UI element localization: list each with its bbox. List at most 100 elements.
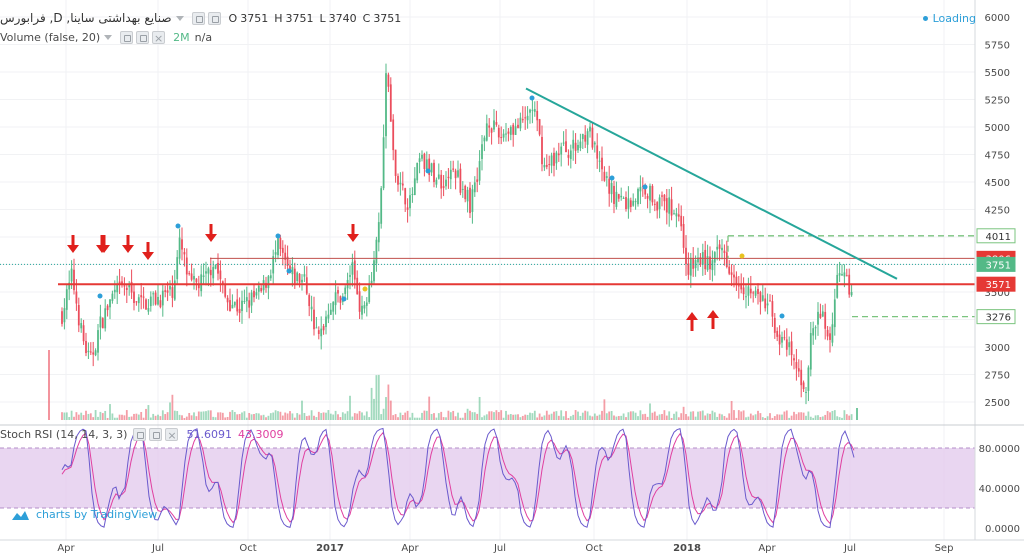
candle-body[interactable] xyxy=(269,275,272,279)
candle-body[interactable] xyxy=(493,120,495,130)
candle-body[interactable] xyxy=(305,277,308,294)
descending-trend-line[interactable] xyxy=(525,87,898,280)
candle-body[interactable] xyxy=(351,262,354,275)
candle-body[interactable] xyxy=(718,244,721,249)
candle-body[interactable] xyxy=(754,290,757,296)
candle-body[interactable] xyxy=(411,193,414,196)
down-arrow-icon[interactable] xyxy=(122,235,134,253)
candle-body[interactable] xyxy=(694,260,697,269)
stoch-label[interactable]: Stoch RSI (14, 14, 3, 3) xyxy=(0,428,128,441)
candle-body[interactable] xyxy=(219,270,222,280)
candle-body[interactable] xyxy=(721,247,723,251)
candle-body[interactable] xyxy=(157,296,159,305)
candle-body[interactable] xyxy=(188,273,191,275)
candle-body[interactable] xyxy=(176,257,179,280)
candle-body[interactable] xyxy=(785,339,788,350)
candle-body[interactable] xyxy=(87,350,90,353)
candle-body[interactable] xyxy=(358,291,361,312)
candle-body[interactable] xyxy=(771,301,774,317)
candle-body[interactable] xyxy=(101,318,104,329)
candle-body[interactable] xyxy=(257,285,260,292)
candle-body[interactable] xyxy=(464,185,467,200)
candle-body[interactable] xyxy=(747,286,750,296)
candle-body[interactable] xyxy=(442,186,445,188)
candle-body[interactable] xyxy=(562,142,565,144)
candle-body[interactable] xyxy=(591,127,594,148)
candle-body[interactable] xyxy=(121,281,123,285)
candle-body[interactable] xyxy=(473,182,476,193)
candle-body[interactable] xyxy=(613,185,615,204)
candle-body[interactable] xyxy=(397,175,399,185)
candle-body[interactable] xyxy=(392,119,395,151)
candle-body[interactable] xyxy=(514,126,517,135)
candle-body[interactable] xyxy=(598,160,601,162)
candle-body[interactable] xyxy=(334,292,337,306)
candle-body[interactable] xyxy=(301,279,303,283)
candle-body[interactable] xyxy=(843,272,846,277)
candle-body[interactable] xyxy=(737,285,740,287)
candle-body[interactable] xyxy=(471,189,474,212)
candle-body[interactable] xyxy=(178,237,181,259)
candle-body[interactable] xyxy=(469,187,471,214)
candle-body[interactable] xyxy=(111,293,114,301)
candle-body[interactable] xyxy=(649,185,651,201)
candle-body[interactable] xyxy=(742,287,745,295)
eye-icon[interactable] xyxy=(120,31,134,44)
candle-body[interactable] xyxy=(704,249,707,270)
candle-body[interactable] xyxy=(793,358,795,361)
candle-body[interactable] xyxy=(661,195,663,197)
candle-body[interactable] xyxy=(106,305,109,311)
candle-body[interactable] xyxy=(454,170,457,179)
candle-body[interactable] xyxy=(512,124,515,135)
down-arrow-icon[interactable] xyxy=(347,224,359,242)
candle-body[interactable] xyxy=(730,272,733,275)
candle-body[interactable] xyxy=(447,176,450,179)
candle-body[interactable] xyxy=(764,298,767,309)
candle-body[interactable] xyxy=(147,307,150,312)
candle-body[interactable] xyxy=(723,250,726,254)
candle-body[interactable] xyxy=(140,295,143,298)
candle-body[interactable] xyxy=(673,213,675,215)
candle-body[interactable] xyxy=(769,300,771,302)
candle-body[interactable] xyxy=(788,342,791,348)
candle-body[interactable] xyxy=(279,237,282,250)
candle-body[interactable] xyxy=(173,280,176,300)
candle-body[interactable] xyxy=(217,262,219,274)
candle-body[interactable] xyxy=(728,266,731,274)
candle-body[interactable] xyxy=(370,280,373,285)
candle-body[interactable] xyxy=(149,296,152,307)
candle-body[interactable] xyxy=(615,191,618,207)
candle-body[interactable] xyxy=(697,257,699,263)
candle-body[interactable] xyxy=(629,200,632,208)
candle-body[interactable] xyxy=(781,336,783,343)
candle-body[interactable] xyxy=(550,155,553,166)
candle-body[interactable] xyxy=(260,287,263,292)
candle-body[interactable] xyxy=(481,144,483,159)
volume-label[interactable]: Volume (false, 20) xyxy=(0,31,101,44)
candle-body[interactable] xyxy=(608,178,611,194)
candle-body[interactable] xyxy=(797,368,800,372)
candle-body[interactable] xyxy=(802,382,805,390)
candle-body[interactable] xyxy=(413,178,416,196)
format-icon[interactable] xyxy=(207,11,221,25)
candle-body[interactable] xyxy=(73,269,75,291)
candle-body[interactable] xyxy=(337,290,339,294)
candle-body[interactable] xyxy=(80,323,83,329)
candle-body[interactable] xyxy=(209,269,212,276)
candle-body[interactable] xyxy=(548,164,551,166)
candle-body[interactable] xyxy=(291,266,294,275)
candle-body[interactable] xyxy=(193,276,195,280)
candle-body[interactable] xyxy=(675,213,678,217)
candle-body[interactable] xyxy=(829,333,831,340)
candle-body[interactable] xyxy=(183,252,186,255)
candle-body[interactable] xyxy=(682,224,685,248)
candle-body[interactable] xyxy=(776,330,779,337)
candle-body[interactable] xyxy=(809,333,812,370)
candle-body[interactable] xyxy=(181,239,183,250)
candle-body[interactable] xyxy=(68,282,71,290)
candle-body[interactable] xyxy=(353,260,356,280)
candle-body[interactable] xyxy=(356,277,359,295)
price-tag-3571[interactable] xyxy=(976,276,1016,292)
candle-body[interactable] xyxy=(778,334,781,345)
candle-body[interactable] xyxy=(349,275,351,277)
